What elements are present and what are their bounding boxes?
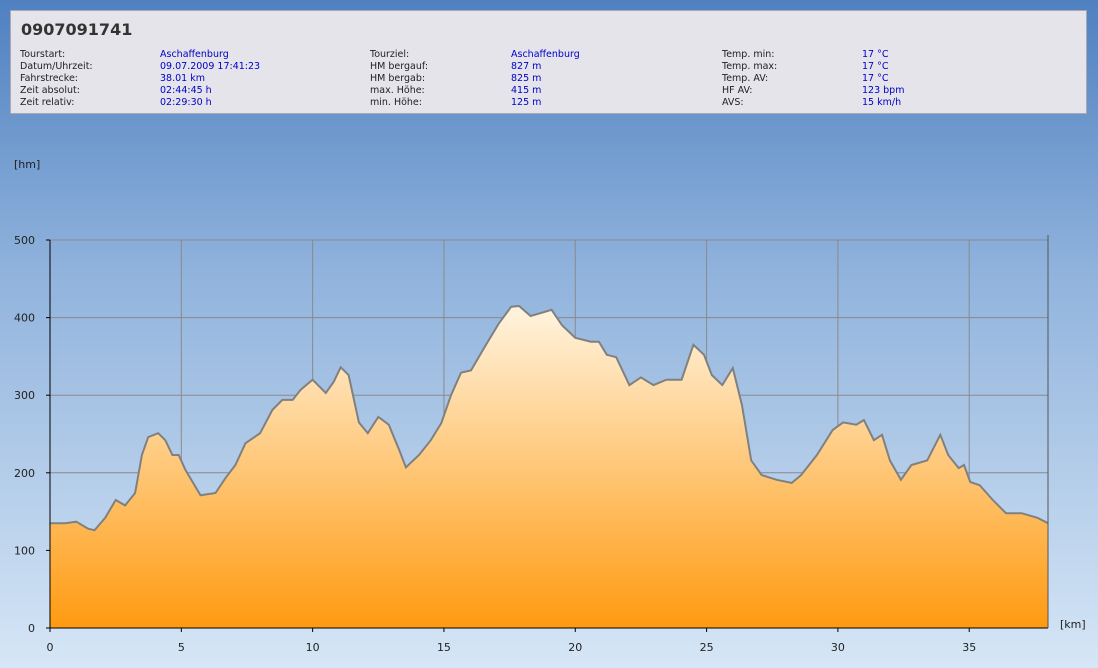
info-label: HM bergauf: — [370, 61, 429, 72]
info-label: Datum/Uhrzeit: — [20, 61, 93, 72]
info-value: 17 °C — [862, 73, 889, 84]
x-tick-label: 15 — [437, 641, 451, 654]
info-label: Zeit absolut: — [20, 85, 80, 96]
info-value: 125 m — [511, 97, 542, 108]
x-tick-label: 5 — [178, 641, 185, 654]
info-value: 02:44:45 h — [160, 85, 212, 96]
info-label: Tourziel: — [370, 49, 410, 60]
y-tick-label: 100 — [14, 544, 35, 557]
y-tick-label: 400 — [14, 312, 35, 325]
x-tick-label: 20 — [568, 641, 582, 654]
y-tick-label: 200 — [14, 467, 35, 480]
info-label: AVS: — [722, 97, 744, 108]
x-tick-label: 35 — [962, 641, 976, 654]
elevation-area — [50, 306, 1048, 628]
y-tick-label: 300 — [14, 389, 35, 402]
tour-id: 0907091741 — [21, 20, 133, 39]
info-value: 15 km/h — [862, 97, 902, 108]
info-value: 415 m — [511, 85, 542, 96]
elevation-line — [50, 304, 1049, 532]
info-label: HM bergab: — [370, 73, 426, 84]
info-label: HF AV: — [722, 85, 753, 96]
info-label: max. Höhe: — [370, 85, 425, 96]
info-label: Zeit relativ: — [20, 97, 75, 108]
info-value: 09.07.2009 17:41:23 — [160, 61, 261, 72]
info-label: Temp. max: — [722, 61, 778, 72]
y-tick-label: 0 — [28, 622, 35, 635]
y-axis-label: [hm] — [14, 158, 40, 171]
info-value: 17 °C — [862, 61, 889, 72]
info-value: 825 m — [511, 73, 542, 84]
x-tick-label: 0 — [47, 641, 54, 654]
info-value: 17 °C — [862, 49, 889, 60]
info-label: Fahrstrecke: — [20, 73, 78, 84]
y-tick-label: 500 — [14, 234, 35, 247]
info-panel: 0907091741 Tourstart: Aschaffenburg Datum/… — [10, 10, 1087, 114]
info-value: 38.01 km — [160, 73, 205, 84]
info-label: Temp. min: — [722, 49, 775, 60]
x-tick-label: 25 — [700, 641, 714, 654]
x-tick-label: 10 — [306, 641, 320, 654]
info-value: 123 bpm — [862, 85, 905, 96]
info-value: Aschaffenburg — [160, 49, 229, 60]
info-label: Temp. AV: — [722, 73, 769, 84]
x-axis-label: [km] — [1060, 618, 1086, 631]
info-label: Tourstart: — [20, 49, 66, 60]
info-value: 827 m — [511, 61, 542, 72]
info-value: 02:29:30 h — [160, 97, 212, 108]
info-value: Aschaffenburg — [511, 49, 580, 60]
info-label: min. Höhe: — [370, 97, 422, 108]
x-tick-label: 30 — [831, 641, 845, 654]
